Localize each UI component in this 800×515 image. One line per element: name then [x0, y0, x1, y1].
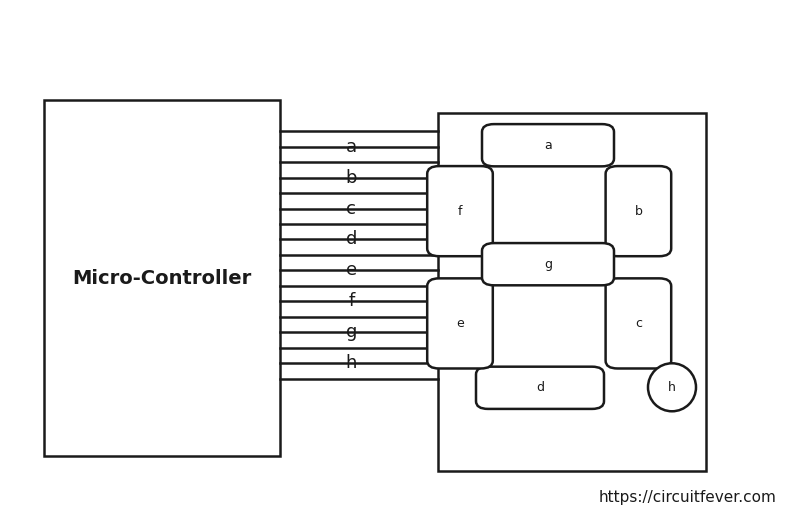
FancyBboxPatch shape: [476, 367, 604, 409]
FancyBboxPatch shape: [482, 124, 614, 166]
FancyBboxPatch shape: [606, 166, 671, 256]
Text: d: d: [346, 231, 357, 248]
FancyBboxPatch shape: [482, 243, 614, 285]
Text: a: a: [544, 139, 552, 152]
Text: h: h: [668, 381, 676, 394]
Text: e: e: [346, 262, 357, 279]
Ellipse shape: [648, 363, 696, 411]
FancyBboxPatch shape: [427, 278, 493, 369]
FancyBboxPatch shape: [606, 278, 671, 369]
Text: d: d: [536, 381, 544, 394]
Text: a: a: [346, 138, 357, 156]
Text: f: f: [348, 293, 354, 310]
Text: c: c: [346, 200, 356, 217]
Text: g: g: [544, 258, 552, 271]
Text: c: c: [635, 317, 642, 330]
Bar: [438, 113, 706, 471]
Text: https://circuitfever.com: https://circuitfever.com: [598, 490, 776, 505]
Text: Micro-Controller: Micro-Controller: [72, 269, 252, 287]
Text: h: h: [346, 354, 357, 372]
Text: b: b: [634, 204, 642, 218]
Text: f: f: [458, 204, 462, 218]
Bar: [44, 100, 280, 456]
Text: e: e: [456, 317, 464, 330]
Text: g: g: [346, 323, 357, 341]
FancyBboxPatch shape: [427, 166, 493, 256]
Text: b: b: [346, 169, 357, 186]
